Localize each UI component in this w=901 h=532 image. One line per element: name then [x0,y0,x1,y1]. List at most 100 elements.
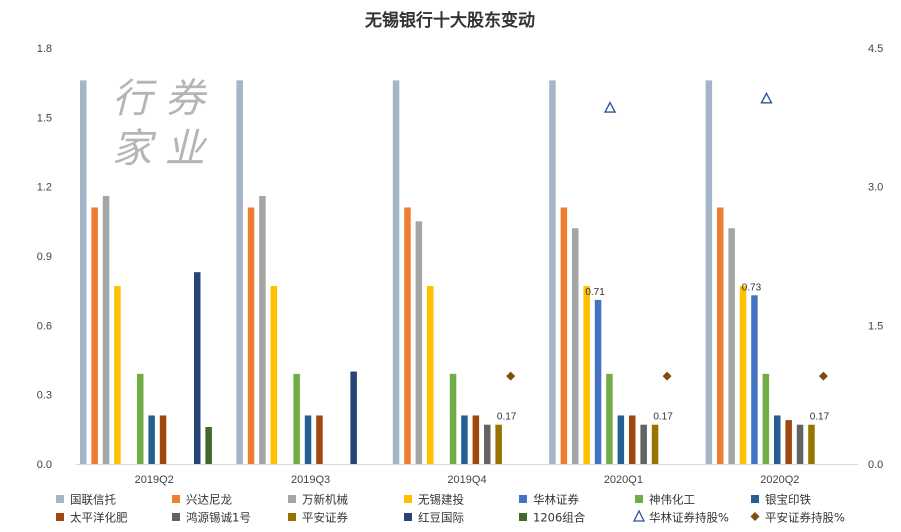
data-labels: 0.17 0.71 0.17 0.73 0.17 [497,282,830,422]
legend-label: 神伟化工 [649,493,695,507]
bar [739,286,747,464]
legend-item: 华林证券持股% [632,509,729,525]
bar [350,371,357,464]
diamond-marker [662,371,672,381]
bar [796,424,804,464]
bar [785,420,792,464]
marker-points [506,91,828,381]
bar [560,207,568,464]
legend-item: 无锡建投 [404,493,464,507]
y-left-tick-label: 1.5 [37,112,52,124]
legend-label: 银宝印铁 [765,493,811,507]
legend-swatch [56,513,64,521]
legend-item: 银宝印铁 [751,493,811,507]
legend-label: 国联信托 [70,493,116,507]
bar [427,286,434,464]
triangle-marker [603,101,617,113]
y-left-tick-label: 1.2 [37,182,52,194]
watermark-line-1: 行 券 [112,76,208,122]
legend-swatch [288,513,296,521]
legend-item: 1206组合 [519,511,586,525]
data-label: 0.71 [585,287,605,298]
bar [293,373,300,464]
x-tick-label: 2019Q2 [135,474,174,486]
bar [717,207,724,464]
legend-item: 鸿源锡诚1号 [172,511,251,525]
bar [751,295,758,464]
legend-swatch [632,509,646,522]
legend-label: 无锡建投 [418,493,464,507]
legend-label: 平安证券 [302,511,348,525]
y-left-tick-label: 0.6 [37,320,52,332]
bar [304,415,312,464]
bar [762,373,770,464]
bar [205,427,212,464]
bar [651,424,659,464]
bar [137,373,144,464]
legend-swatch [404,495,412,503]
legend-label: 太平洋化肥 [70,511,128,525]
bar [495,424,502,464]
y-left-tick-label: 0.9 [37,251,52,263]
legend-item: 兴达尼龙 [172,493,232,507]
legend-swatch [519,513,527,521]
legend-swatch [288,495,296,503]
bar [449,373,457,464]
data-label: 0.17 [497,412,517,423]
y-left-tick-label: 0.0 [37,459,52,471]
legend-swatch [172,495,180,503]
bar [728,228,735,464]
bar [472,415,480,464]
legend-item: 国联信托 [56,493,116,507]
y-right-tick-label: 3.0 [868,182,883,194]
bar [583,286,590,464]
legend-label: 鸿源锡诚1号 [186,511,251,525]
bar [572,228,579,464]
legend-item: 神伟化工 [635,493,695,507]
x-tick-label: 2019Q4 [447,474,486,486]
legend-label: 华林证券持股% [649,511,729,525]
diamond-marker [506,371,516,381]
bar [606,373,613,464]
bar [404,207,411,464]
bar [617,415,625,464]
legend-label: 红豆国际 [418,511,464,525]
legend-item: 太平洋化肥 [56,511,128,525]
bars [80,80,815,464]
legend-label: 兴达尼龙 [186,493,232,507]
bar [270,286,278,464]
legend-swatch [750,512,760,521]
legend-item: 平安证券持股% [750,511,845,525]
legend-swatch [172,513,180,521]
bar [194,272,201,464]
watermark: 行 券 家 业 [112,76,208,172]
bar [316,415,323,464]
legend-item: 平安证券 [288,511,348,525]
legend-swatch [404,513,412,521]
bar [594,299,602,464]
bar [549,80,556,464]
legend-item: 华林证券 [519,493,579,507]
y-right-tick-label: 1.5 [868,320,883,332]
data-label: 0.17 [810,412,830,423]
chart-title: 无锡银行十大股东变动 [364,10,535,31]
x-tick-label: 2020Q1 [604,474,643,486]
y-right-tick-label: 4.5 [868,43,883,55]
bar [148,415,155,464]
legend-label: 万新机械 [302,493,348,507]
bar [705,80,713,464]
legend-swatch [56,495,64,503]
watermark-line-2: 家 业 [112,126,208,172]
legend-item: 万新机械 [288,493,348,507]
data-label: 0.73 [742,282,762,293]
bar [392,80,400,464]
bar [484,424,491,464]
legend-label: 华林证券 [533,493,579,507]
bar [415,221,423,464]
diamond-marker [818,371,828,381]
legend-label: 平安证券持股% [765,511,845,525]
bar [808,424,815,464]
